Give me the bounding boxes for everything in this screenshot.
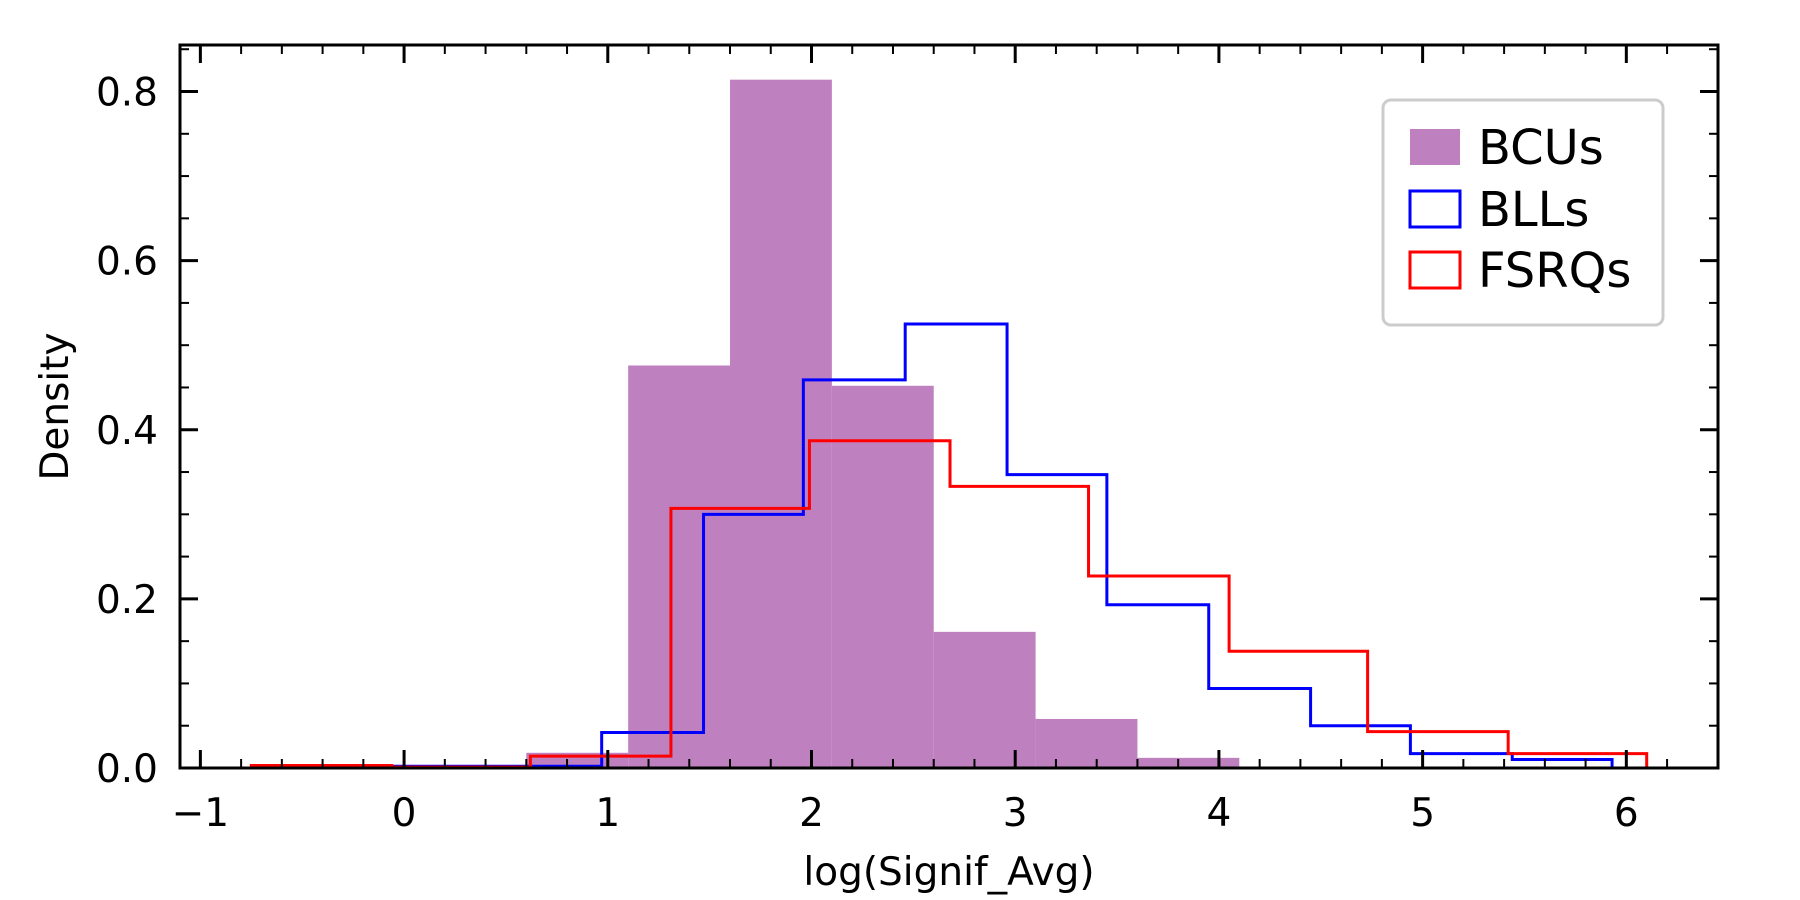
bcu-bars xyxy=(424,79,1240,769)
legend-swatch-blls xyxy=(1408,189,1462,229)
bcu-bar xyxy=(933,631,1036,768)
x-tick-label: 0 xyxy=(392,791,417,836)
x-tick-label: 2 xyxy=(799,791,824,836)
bcu-bar xyxy=(1137,757,1240,768)
x-tick-label: 4 xyxy=(1206,791,1231,836)
legend-label-fsrqs: FSRQs xyxy=(1478,243,1631,299)
legend-label-blls: BLLs xyxy=(1478,182,1589,238)
legend-swatch-bcus xyxy=(1410,129,1460,165)
legend-swatch-fsrqs xyxy=(1408,250,1462,290)
y-tick-label: 0.0 xyxy=(96,747,158,792)
x-axis-title: log(Signif_Avg) xyxy=(803,850,1094,895)
y-tick-label: 0.8 xyxy=(96,71,158,116)
y-axis-title: Density xyxy=(33,332,78,480)
plot-frame xyxy=(178,43,1720,770)
x-tick-label: 6 xyxy=(1614,791,1639,836)
x-tick-label: 1 xyxy=(595,791,620,836)
blls-step-line xyxy=(372,322,1614,768)
bcu-bar xyxy=(628,365,731,768)
bcu-bar xyxy=(1035,718,1138,768)
x-tick-label: 3 xyxy=(1003,791,1028,836)
bcu-bar xyxy=(831,385,934,768)
bcu-bar xyxy=(730,79,832,769)
y-tick-label: 0.6 xyxy=(96,240,158,285)
x-tick-label: −1 xyxy=(172,791,230,836)
y-tick-label: 0.2 xyxy=(96,578,158,623)
tick-labels: −1 0 1 2 3 4 5 6 0.0 0.2 0.4 0.6 0.8 xyxy=(96,71,1639,836)
legend: BCUs BLLs FSRQs xyxy=(1381,98,1665,327)
x-tick-label: 5 xyxy=(1410,791,1435,836)
y-tick-label: 0.4 xyxy=(96,409,158,454)
legend-label-bcus: BCUs xyxy=(1478,120,1604,176)
